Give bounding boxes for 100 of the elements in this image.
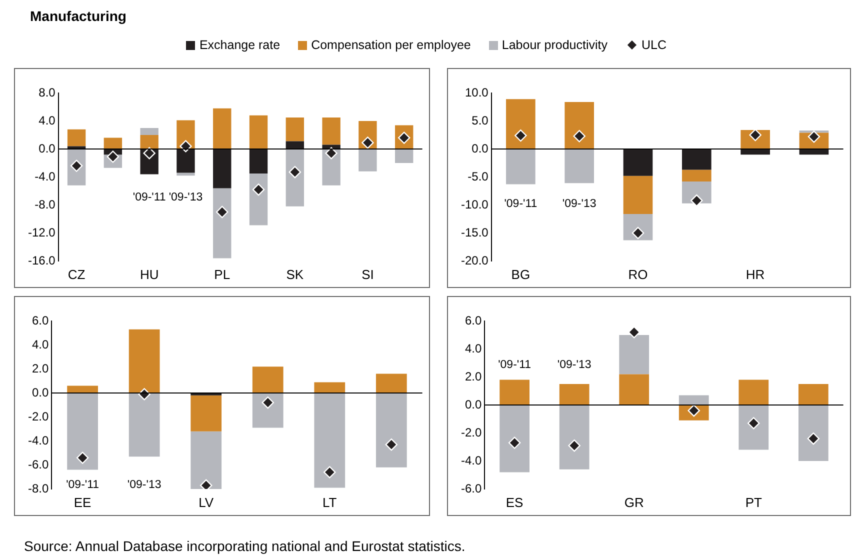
y-tick-label: -15.0	[460, 225, 489, 240]
point	[508, 436, 521, 449]
bar	[314, 393, 346, 488]
point	[262, 396, 274, 409]
y-tick-label: -8.0	[28, 481, 49, 496]
annotation: '09-'13	[168, 191, 203, 204]
bar	[213, 149, 232, 188]
x-tick-label: SI	[362, 267, 374, 282]
point	[325, 147, 338, 160]
y-tick-label: 0.0	[464, 397, 482, 412]
y-tick-label: 10.0	[464, 85, 489, 100]
legend-label: Labour productivity	[502, 38, 608, 52]
point	[76, 452, 89, 464]
point	[324, 466, 336, 478]
x-tick-label: LV	[198, 495, 214, 510]
x-tick-label: ES	[506, 495, 524, 510]
annotation: '09-'11	[132, 191, 166, 204]
bar	[678, 395, 709, 405]
x-tick-label: BG	[511, 267, 530, 282]
bar	[623, 149, 653, 176]
point	[628, 326, 640, 338]
x-tick-label: LT	[322, 495, 337, 510]
y-tick-label: 0.0	[38, 141, 56, 156]
point	[807, 432, 820, 445]
source-note: Source: Annual Database incorporating national and Eurostat statistics.	[24, 538, 466, 554]
y-tick-label: -2.0	[28, 409, 49, 424]
y-tick-label: 4.0	[464, 341, 482, 356]
annotation: '09-'13	[557, 358, 592, 371]
y-tick-label: -10.0	[460, 197, 489, 212]
y-tick-label: 4.0	[38, 113, 56, 128]
x-tick-label: CZ	[68, 267, 86, 282]
annotation: '09-'11	[66, 478, 100, 491]
y-tick-label: -4.0	[28, 433, 49, 448]
bar	[252, 393, 284, 428]
bar	[249, 174, 268, 226]
bar	[506, 99, 536, 149]
annotation: '09-'13	[562, 198, 596, 210]
bar	[798, 384, 828, 405]
bar	[623, 176, 653, 214]
y-tick-label: -6.0	[460, 481, 482, 496]
bar	[67, 386, 98, 393]
bar	[500, 380, 530, 405]
bar	[738, 380, 769, 405]
bar	[559, 384, 590, 405]
point	[385, 438, 398, 451]
bar	[128, 329, 160, 393]
point	[568, 440, 580, 452]
bar	[286, 141, 304, 149]
bar	[564, 149, 594, 184]
point	[362, 136, 374, 149]
y-tick-label: 2.0	[464, 369, 482, 384]
bar	[213, 188, 232, 258]
bar	[376, 374, 407, 393]
legend-label: ULC	[642, 38, 667, 52]
point	[690, 194, 703, 207]
bar	[619, 335, 650, 374]
bar	[798, 405, 828, 461]
bar	[395, 149, 414, 163]
point	[573, 130, 586, 142]
y-tick-label: 0.0	[32, 385, 49, 400]
y-tick-label: 8.0	[38, 85, 56, 100]
bar	[249, 115, 268, 149]
bar	[506, 149, 536, 184]
x-tick-label: PL	[214, 267, 230, 282]
y-tick-label: -20.0	[460, 253, 489, 268]
bar	[140, 128, 158, 135]
point	[252, 184, 265, 196]
bar	[190, 395, 222, 432]
bar	[286, 149, 304, 206]
bar	[682, 149, 712, 170]
legend-label: Exchange rate	[199, 38, 280, 52]
bar	[314, 382, 346, 393]
bar	[67, 129, 86, 146]
chart-title: Manufacturing	[30, 8, 126, 24]
bar	[67, 393, 98, 470]
point	[288, 166, 302, 178]
bar	[176, 172, 195, 176]
bar	[358, 149, 377, 172]
point	[143, 147, 156, 160]
point	[514, 129, 527, 142]
bar	[559, 405, 590, 470]
y-tick-label: -4.0	[460, 453, 482, 468]
x-tick-label: RO	[628, 267, 648, 282]
bar	[619, 374, 650, 405]
annotation: '09-'11	[498, 358, 532, 371]
bar	[286, 118, 304, 142]
y-tick-label: 6.0	[464, 313, 482, 328]
bar	[140, 135, 158, 149]
bar	[249, 149, 268, 174]
x-tick-label: PT	[745, 495, 762, 510]
x-tick-label: EE	[74, 495, 92, 510]
x-tick-label: SK	[286, 267, 304, 282]
y-tick-label: -4.0	[34, 169, 56, 184]
y-tick-label: -2.0	[460, 425, 482, 440]
y-tick-label: 0.0	[472, 141, 489, 156]
annotation: '09-'11	[504, 198, 538, 210]
bar	[500, 405, 530, 472]
x-tick-label: HR	[746, 267, 765, 282]
bar	[376, 393, 407, 468]
point	[216, 206, 228, 218]
